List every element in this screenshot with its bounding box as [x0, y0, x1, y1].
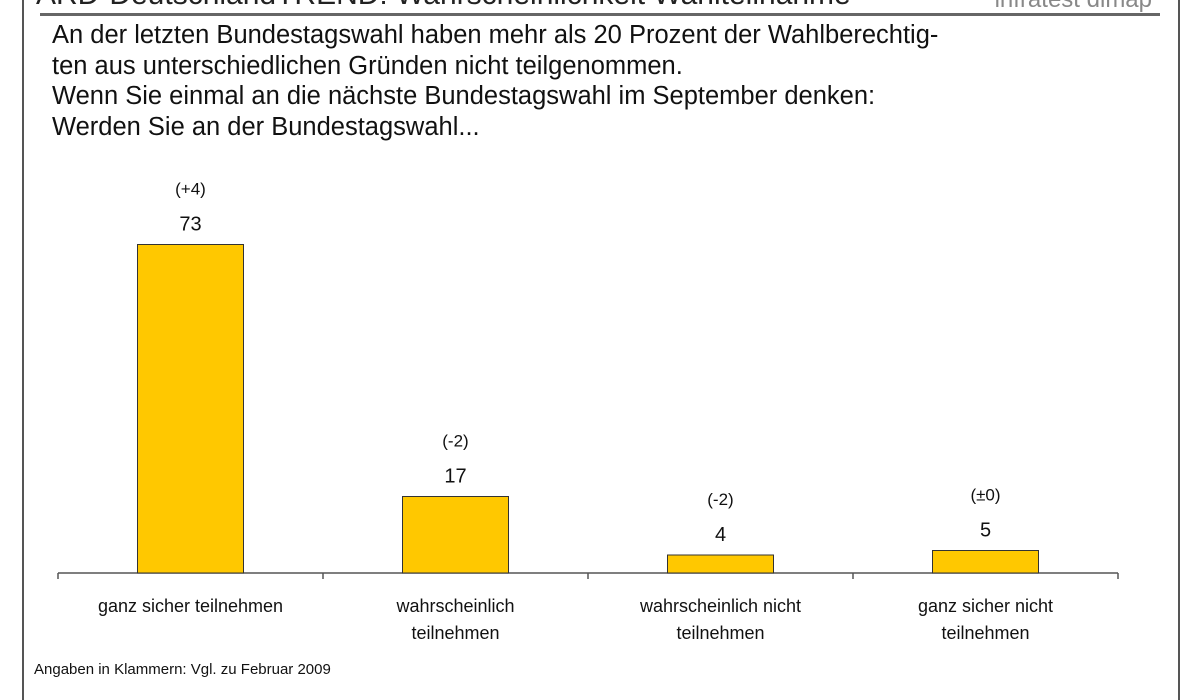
data-label: 17	[444, 466, 466, 488]
data-label: 5	[980, 520, 991, 542]
category-label: wahrscheinlich	[395, 596, 514, 616]
bar	[137, 244, 244, 574]
bar	[402, 496, 509, 574]
chart-title: ARD-DeutschlandTREND: Wahrscheinlichkeit…	[36, 0, 851, 12]
question-line: Wenn Sie einmal an die nächste Bundestag…	[52, 82, 876, 110]
question-line: ten aus unterschiedlichen Gründen nicht …	[52, 51, 683, 80]
bar	[932, 550, 1039, 574]
question-line: An der letzten Bundestagswahl haben mehr…	[52, 21, 939, 49]
question-line: Werden Sie an der Bundestagswahl...	[52, 112, 480, 141]
category-label: teilnehmen	[411, 623, 499, 643]
bar	[667, 554, 774, 574]
category-label: wahrscheinlich nicht	[639, 596, 801, 616]
change-label: (-2)	[707, 490, 733, 509]
question-text: An der letzten Bundestagswahl haben mehr…	[52, 20, 938, 142]
category-label: teilnehmen	[941, 623, 1029, 643]
data-label: 73	[179, 214, 201, 236]
category-label: ganz sicher nicht	[918, 596, 1053, 616]
footnote: Angaben in Klammern: Vgl. zu Februar 200…	[34, 661, 331, 678]
category-label: ganz sicher teilnehmen	[98, 596, 283, 616]
change-label: (-2)	[442, 432, 468, 451]
data-label: 4	[715, 524, 726, 546]
category-label: teilnehmen	[676, 623, 764, 643]
brand-label: infratest dimap	[995, 0, 1152, 14]
header-rule	[40, 13, 1160, 16]
change-label: (±0)	[970, 486, 1000, 505]
bar-chart: 73 (+4) ganz sicher teilnehmen 17 (-2) wahrsc…	[57, 180, 1119, 643]
change-label: (+4)	[175, 180, 206, 199]
chart-frame	[22, 0, 1180, 700]
